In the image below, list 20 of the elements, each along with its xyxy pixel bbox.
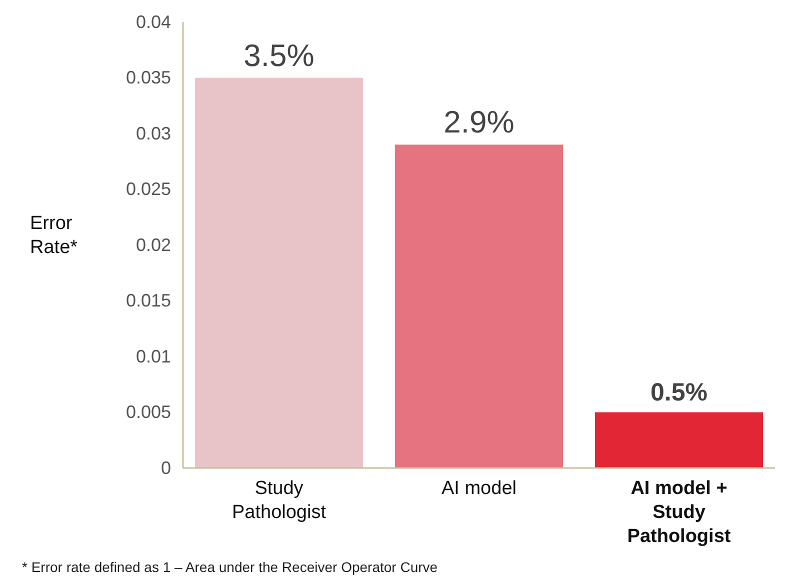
bar <box>595 412 763 468</box>
bar <box>395 144 563 468</box>
y-axis-title: Error Rate* <box>30 213 78 258</box>
y-tick-label: 0.005 <box>126 402 171 422</box>
y-tick-label: 0.025 <box>126 179 171 200</box>
bar <box>195 78 363 468</box>
y-tick-label: 0.015 <box>126 290 171 311</box>
data-label: 3.5% <box>244 38 314 73</box>
text: * Error rate defined as 1 – Area under the Receiver Operator Curve <box>22 559 438 575</box>
data-label: 0.5% <box>650 378 708 406</box>
y-tick-label: 0.03 <box>136 123 171 144</box>
y-tick-label: 0.035 <box>126 68 171 88</box>
x-tick-label: AI model + Study Pathologist <box>627 478 732 547</box>
y-tick-label: 0.02 <box>136 234 171 255</box>
y-tick-label: 0.01 <box>136 346 171 366</box>
data-label: 2.9% <box>444 104 514 140</box>
x-tick-label: Study Pathologist <box>232 478 327 523</box>
y-tick-label: 0.04 <box>136 12 171 32</box>
x-tick-label: AI model <box>442 478 516 499</box>
y-tick-label: 0 <box>160 458 171 478</box>
